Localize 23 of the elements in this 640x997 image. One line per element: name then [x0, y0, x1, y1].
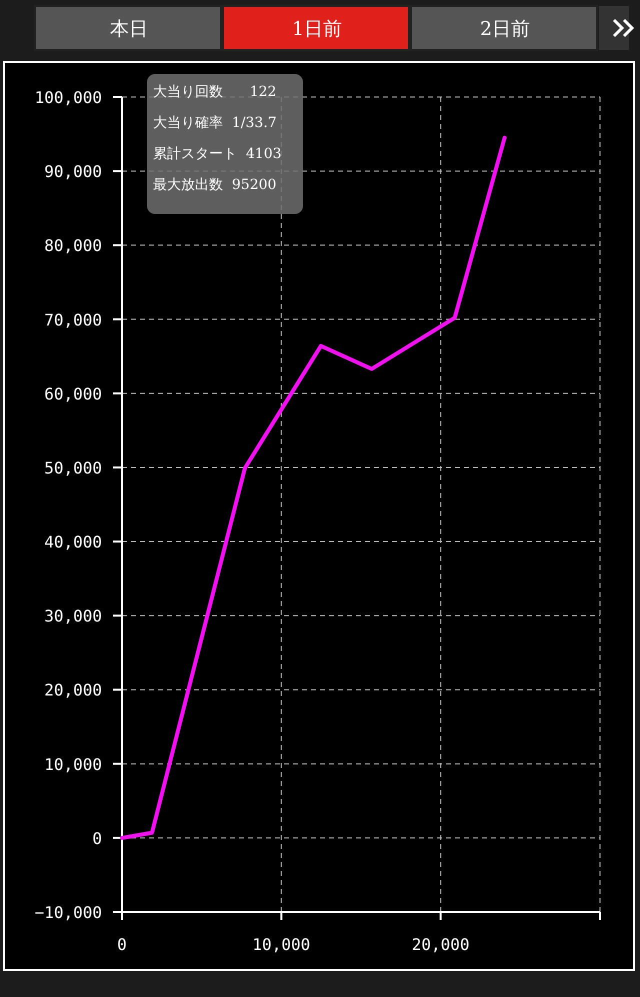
x-tick-label: 10,000 [252, 935, 310, 954]
y-tick-label: 60,000 [44, 384, 102, 404]
y-tick-label: 40,000 [44, 532, 102, 552]
y-tick-label: 0 [92, 828, 102, 848]
x-tick-label: 0 [117, 935, 127, 954]
y-tick-label: 100,000 [34, 88, 102, 107]
annotation: 大当り回数 122 [153, 84, 276, 100]
text: 2日前 [480, 18, 530, 40]
text: 1日前 [292, 18, 342, 40]
y-tick-label: −10,000 [34, 903, 102, 922]
y-tick-label: 50,000 [44, 458, 102, 478]
y-tick-label: 70,000 [44, 310, 102, 330]
annotation: 累計スタート 4103 [153, 146, 282, 162]
x-tick-label: 20,000 [412, 935, 470, 954]
y-tick-label: 20,000 [44, 680, 102, 700]
y-tick-label: 80,000 [44, 236, 102, 256]
text: 本日 [110, 18, 148, 40]
line-series [120, 136, 507, 840]
annotation: 最大放出数 95200 [153, 177, 276, 193]
annotation: 大当り確率 1/33.7 [153, 115, 277, 131]
y-tick-label: 10,000 [44, 754, 102, 774]
y-tick-label: 90,000 [44, 162, 102, 182]
y-tick-label: 30,000 [44, 606, 102, 626]
